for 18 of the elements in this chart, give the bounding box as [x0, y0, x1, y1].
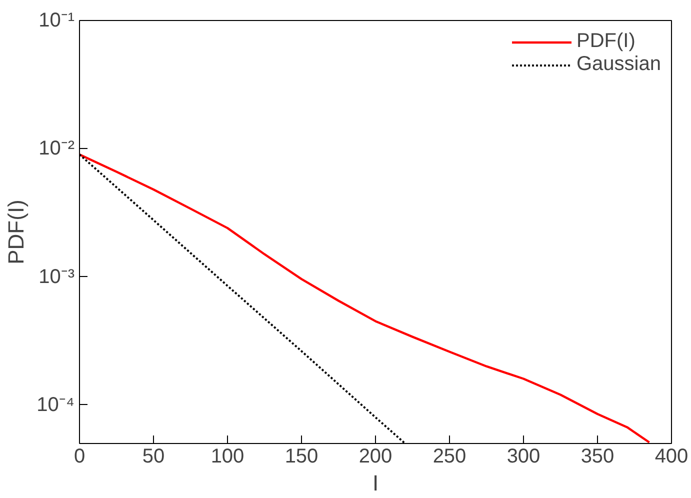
legend-label: PDF(I)	[576, 30, 636, 53]
x-tick-label: 50	[142, 446, 165, 468]
x-tick-label: 300	[506, 446, 540, 468]
legend-label: Gaussian	[576, 53, 661, 76]
y-tick-label: 10⁻⁴	[36, 394, 75, 416]
x-tick-label: 200	[358, 446, 392, 468]
y-axis-title: PDF(I)	[4, 200, 29, 264]
x-tick-label: 350	[580, 446, 614, 468]
x-tick-label: 250	[432, 446, 466, 468]
y-tick-label: 10⁻¹	[38, 10, 75, 32]
line-series	[80, 153, 650, 444]
x-tick-label: 0	[74, 446, 86, 468]
x-tick-label: 400	[654, 446, 688, 468]
x-tick-label: 150	[284, 446, 318, 468]
x-tick-label: 100	[210, 446, 244, 468]
y-tick-label: 10⁻³	[38, 266, 75, 288]
x-axis-title: I	[372, 470, 379, 496]
y-tick-label: 10⁻²	[38, 138, 75, 160]
